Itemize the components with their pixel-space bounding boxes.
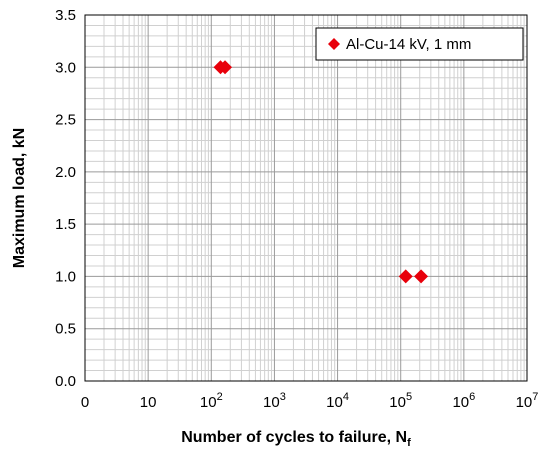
y-tick-label: 2.5 <box>55 112 76 129</box>
x-tick-label: 103 <box>263 391 286 411</box>
minor-gridlines <box>85 15 527 381</box>
major-gridlines <box>85 15 527 381</box>
legend-label: Al-Cu-14 kV, 1 mm <box>346 36 471 53</box>
legend-marker <box>328 38 340 50</box>
x-axis-title-text: Number of cycles to failure, N <box>181 429 407 446</box>
x-tick-label: 105 <box>389 391 412 411</box>
x-tick-labels: 0 10 102 103 104 105 106 107 <box>81 391 539 411</box>
y-tick-label: 3.5 <box>55 7 76 24</box>
x-axis-title-subscript: f <box>407 437 411 449</box>
x-tick-label: 107 <box>516 391 539 411</box>
data-point <box>414 269 429 284</box>
x-tick-label: 102 <box>200 391 223 411</box>
y-tick-label: 2.0 <box>55 164 76 181</box>
data-markers <box>213 60 429 284</box>
y-tick-label: 3.0 <box>55 59 76 76</box>
y-axis-title: Maximum load, kN <box>11 128 28 268</box>
y-tick-label: 1.5 <box>55 216 76 233</box>
x-tick-label: 104 <box>326 391 349 411</box>
legend-box <box>315 27 524 61</box>
data-point <box>398 269 413 284</box>
x-tick-label: 10 <box>140 394 157 411</box>
y-tick-label: 0.5 <box>55 321 76 338</box>
x-tick-label: 0 <box>81 394 89 411</box>
plot-area-frame <box>84 14 528 382</box>
y-tick-labels: 0.0 0.5 1.0 1.5 2.0 2.5 3.0 3.5 <box>55 7 76 390</box>
y-tick-label: 1.0 <box>55 268 76 285</box>
data-point <box>218 60 233 75</box>
y-tick-label: 0.0 <box>55 373 76 390</box>
x-axis-title: Number of cycles to failure, Nf <box>181 429 411 449</box>
x-tick-label: 106 <box>452 391 475 411</box>
legend: Al-Cu-14 kV, 1 mm <box>315 27 524 61</box>
